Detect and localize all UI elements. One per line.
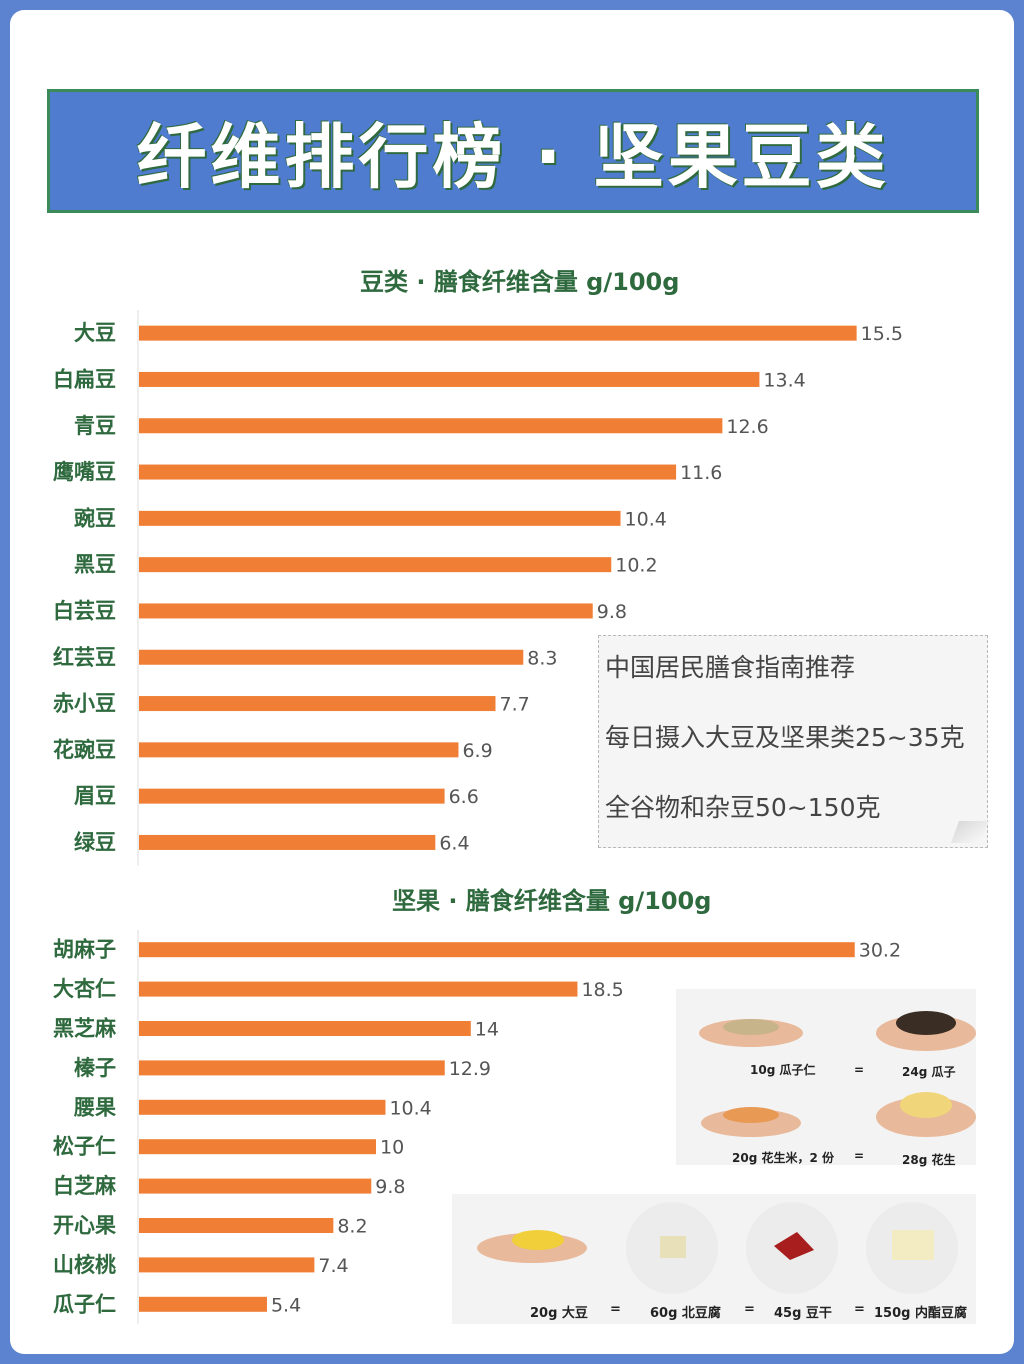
value-label: 12.6 <box>726 416 768 438</box>
bar <box>139 371 760 387</box>
category-label: 黑芝麻 <box>53 1017 117 1041</box>
value-label: 15.5 <box>861 323 903 345</box>
bar <box>139 942 855 958</box>
category-label: 红芸豆 <box>53 645 116 669</box>
value-label: 7.4 <box>318 1255 348 1277</box>
legumes-bar-chart: 大豆 15.5 白扁豆 13.4 青豆 12.6 鹰嘴豆 11.6 豌豆 10.4 黑豆 10.2 白芸… <box>53 310 903 866</box>
bar <box>139 1099 386 1115</box>
label-20g-peanuts: 20g 花生米，2 份 <box>732 1151 834 1165</box>
category-label: 腰果 <box>73 1095 116 1119</box>
value-label: 13.4 <box>763 369 805 391</box>
label-28g-peanuts: 28g 花生 <box>902 1153 956 1167</box>
page-curl-icon <box>950 821 990 843</box>
value-label: 8.3 <box>527 647 557 669</box>
label-equals: = <box>854 1063 865 1077</box>
label-equals: = <box>854 1149 865 1163</box>
bar <box>139 325 857 341</box>
value-label: 10.2 <box>615 555 657 577</box>
value-label: 10 <box>380 1137 404 1159</box>
hand-portions-icon <box>699 1011 976 1137</box>
value-label: 6.4 <box>439 832 469 854</box>
bar <box>139 1218 334 1233</box>
value-label: 7.7 <box>500 694 530 716</box>
label-equals: = <box>610 1302 621 1317</box>
bar <box>139 418 723 434</box>
bar <box>139 1296 267 1312</box>
category-label: 榛子 <box>74 1056 116 1080</box>
label-24g-seeds: 24g 瓜子 <box>902 1065 956 1079</box>
bar <box>139 649 524 665</box>
category-label: 青豆 <box>74 414 116 438</box>
value-label: 11.6 <box>680 462 722 484</box>
bar <box>139 1257 315 1273</box>
category-label: 山核桃 <box>53 1253 116 1277</box>
bar <box>139 1060 445 1076</box>
value-label: 9.8 <box>375 1176 405 1198</box>
category-label: 大豆 <box>74 321 116 345</box>
category-label: 大杏仁 <box>53 977 116 1001</box>
bar <box>139 464 677 480</box>
label-45g-dried-tofu: 45g 豆干 <box>774 1306 832 1321</box>
category-label: 白芝麻 <box>53 1174 117 1198</box>
category-label: 开心果 <box>53 1214 116 1238</box>
bar <box>139 834 436 850</box>
note-nuts-recommendation: 每日摄入大豆及坚果类25~35克 <box>605 723 965 752</box>
category-label: 白扁豆 <box>53 367 116 391</box>
nuts-bar-chart: 胡麻子 30.2 大杏仁 18.5 黑芝麻 14 榛子 12.9 腰果 10.4 松子仁 10 白芝麻 9… <box>53 930 901 1324</box>
bar <box>139 557 612 573</box>
value-label: 5.4 <box>271 1294 301 1316</box>
value-label: 8.2 <box>337 1216 367 1238</box>
bar <box>139 742 459 758</box>
category-label: 胡麻子 <box>53 938 116 962</box>
value-label: 6.6 <box>449 786 479 808</box>
bar <box>139 788 445 804</box>
category-label: 花豌豆 <box>53 738 116 762</box>
value-label: 6.9 <box>462 740 492 762</box>
label-20g-soybean: 20g 大豆 <box>530 1306 588 1321</box>
value-label: 10.4 <box>389 1097 431 1119</box>
value-label: 18.5 <box>581 979 623 1001</box>
note-heading: 中国居民膳食指南推荐 <box>605 653 856 682</box>
category-label: 松子仁 <box>53 1135 116 1159</box>
label-60g-tofu: 60g 北豆腐 <box>650 1306 721 1321</box>
seed-portion-illustration: 10g 瓜子仁 = 24g 瓜子 20g 花生米，2 份 = 28g 花生 <box>676 989 976 1167</box>
bar <box>139 696 496 712</box>
soy-portion-illustration: 20g 大豆 = 60g 北豆腐 = 45g 豆干 = 150g 内酯豆腐 <box>452 1194 976 1324</box>
label-equals: = <box>854 1302 865 1317</box>
value-label: 30.2 <box>859 940 901 962</box>
legumes-chart-title: 豆类 · 膳食纤维含量 g/100g <box>360 268 680 296</box>
poster-card: 纤维排行榜 · 坚果豆类 豆类 · 膳食纤维含量 g/100g 大豆 15.5 白扁… <box>10 10 1014 1354</box>
category-label: 豌豆 <box>74 506 116 530</box>
label-150g-silken-tofu: 150g 内酯豆腐 <box>874 1306 967 1321</box>
page-title: 纤维排行榜 · 坚果豆类 <box>136 115 890 198</box>
category-label: 绿豆 <box>74 830 116 854</box>
category-label: 白芸豆 <box>53 599 116 623</box>
note-grains-recommendation: 全谷物和杂豆50~150克 <box>605 793 881 822</box>
value-label: 14 <box>475 1019 499 1041</box>
bar <box>139 1178 372 1194</box>
soy-products-icon <box>477 1202 958 1294</box>
category-label: 眉豆 <box>74 784 116 808</box>
bar <box>139 510 621 526</box>
bar <box>139 1139 376 1155</box>
value-label: 10.4 <box>625 508 667 530</box>
bar <box>139 981 578 997</box>
category-label: 赤小豆 <box>53 692 116 716</box>
nuts-chart-title: 坚果 · 膳食纤维含量 g/100g <box>392 887 712 915</box>
category-label: 黑豆 <box>74 553 116 577</box>
value-label: 9.8 <box>597 601 627 623</box>
label-10g-seeds: 10g 瓜子仁 <box>750 1063 816 1077</box>
bar <box>139 603 593 619</box>
dietary-guideline-note: 中国居民膳食指南推荐 每日摄入大豆及坚果类25~35克 全谷物和杂豆50~150… <box>598 635 990 848</box>
value-label: 12.9 <box>449 1058 491 1080</box>
category-label: 鹰嘴豆 <box>53 460 116 484</box>
title-banner: 纤维排行榜 · 坚果豆类 <box>47 89 979 213</box>
bar <box>139 1021 471 1036</box>
category-label: 瓜子仁 <box>53 1292 116 1316</box>
label-equals: = <box>744 1302 755 1317</box>
